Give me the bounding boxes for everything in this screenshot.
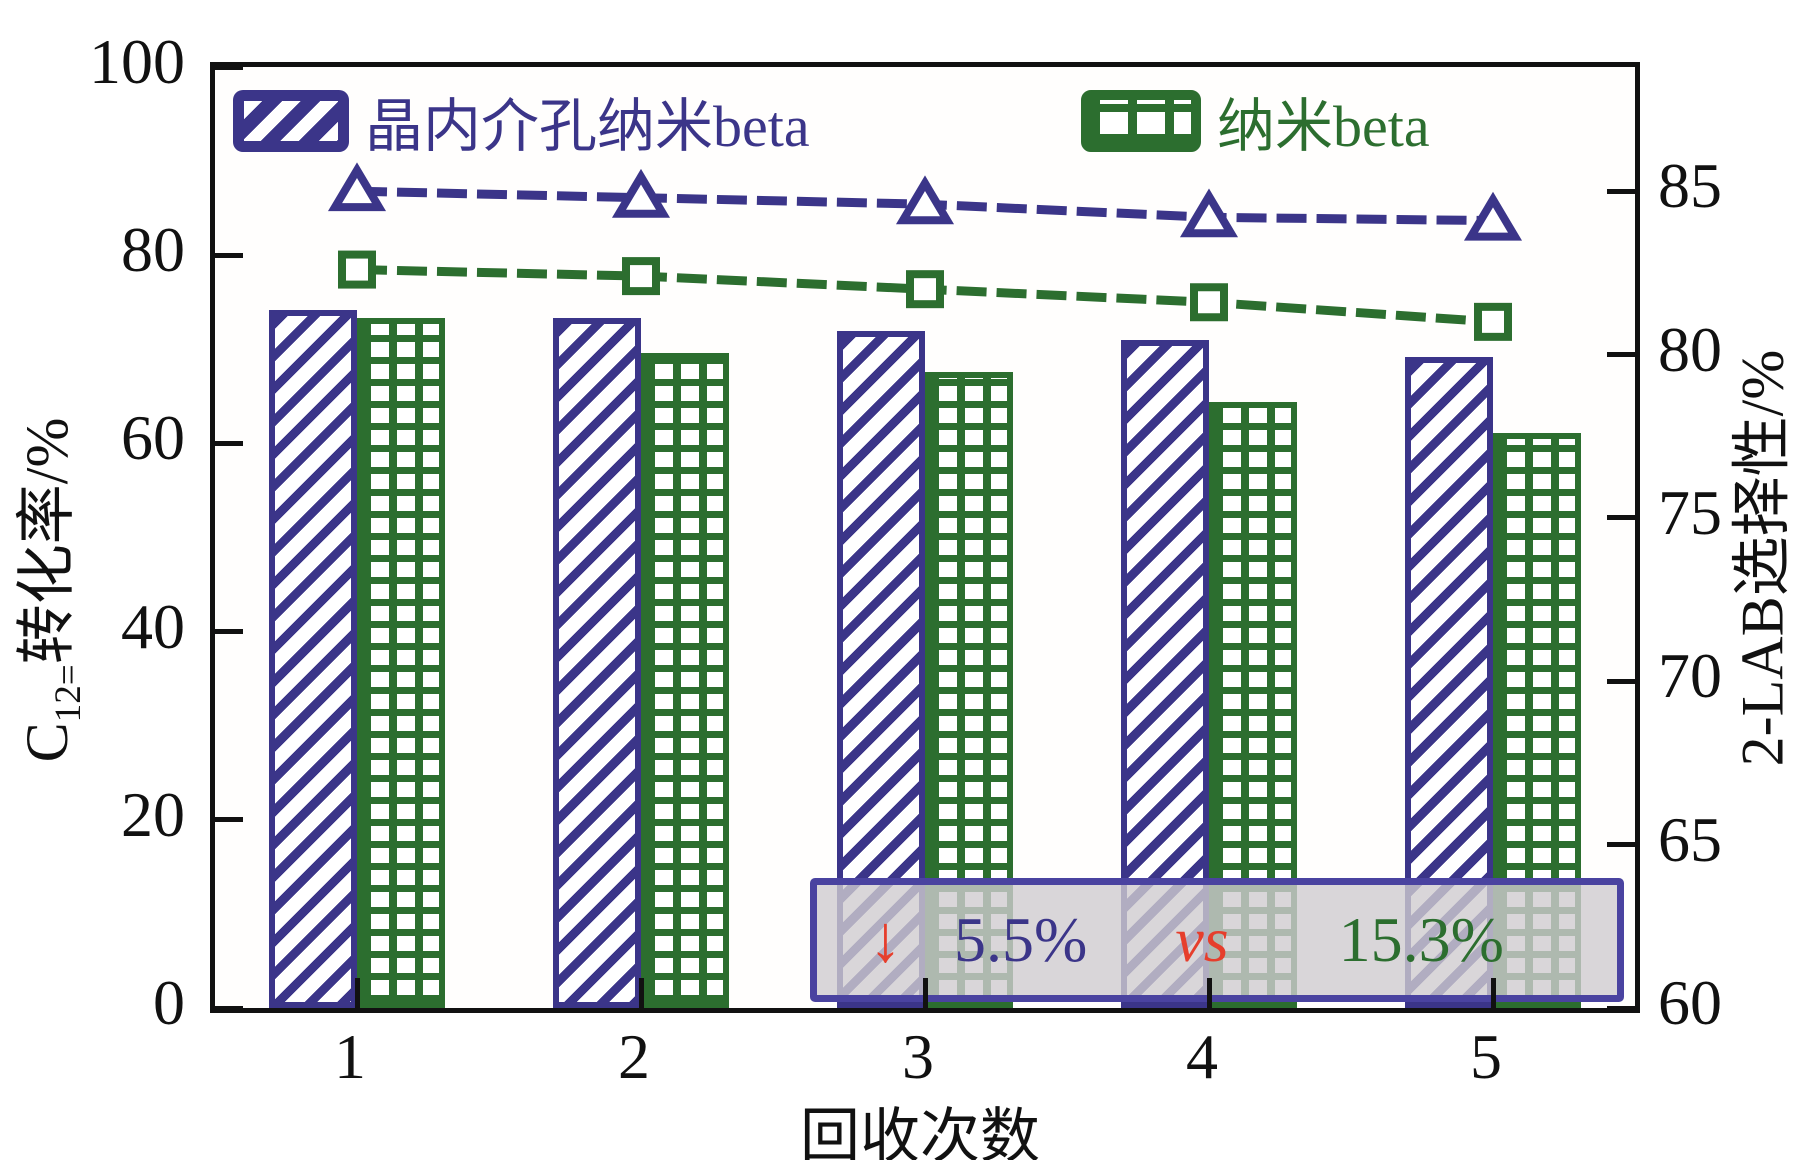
legend-item-nano-beta: 纳米beta — [1081, 79, 1430, 163]
left-tick-label-100: 100 — [89, 26, 185, 97]
left-tick-label-0: 0 — [153, 967, 185, 1038]
x-tick-label-4: 4 — [1186, 1021, 1218, 1092]
right-tick-label-85: 85 — [1658, 150, 1722, 222]
legend-item-mesoporous-beta: 晶内介孔纳米beta — [233, 79, 810, 163]
down-arrow-icon: ↓ — [869, 903, 902, 976]
triangle-marker — [1463, 191, 1523, 241]
square-marker — [622, 257, 660, 296]
triangle-marker — [327, 162, 387, 212]
x-tick-label-5: 5 — [1470, 1021, 1502, 1092]
bar-mesoporous-x1 — [269, 310, 357, 1008]
left-tick-label-60: 60 — [121, 402, 185, 474]
legend-label-mesoporous-beta: 晶内介孔纳米beta — [365, 94, 810, 159]
square-marker — [1190, 283, 1228, 322]
square-marker — [906, 270, 944, 309]
triangle-marker — [895, 175, 955, 225]
right-tick-label-80: 80 — [1658, 313, 1722, 385]
annotation-vs: vs — [1175, 904, 1229, 975]
bar-nano-x2 — [641, 353, 729, 1008]
annotation-value-green: 15.3% — [1338, 904, 1504, 975]
x-axis-title: 回收次数 — [800, 1104, 1040, 1160]
left-tick-label-80: 80 — [121, 214, 185, 286]
x-tick-label-1: 1 — [334, 1021, 366, 1092]
diagonal-hatch-swatch-icon — [233, 90, 349, 152]
triangle-marker — [611, 168, 671, 218]
x-tick-label-2: 2 — [618, 1021, 650, 1092]
x-tick-label-3: 3 — [902, 1021, 934, 1092]
right-tick-label-60: 60 — [1658, 967, 1722, 1038]
plot-area: ↓ 5.5% vs 15.3% 晶内介孔纳米beta 纳米beta — [210, 62, 1640, 1013]
square-marker — [338, 250, 376, 289]
left-axis-title: C12=转化率/% — [14, 417, 89, 763]
grid-hatch-swatch-icon — [1081, 90, 1201, 152]
triangle-marker — [1179, 188, 1239, 238]
right-tick-label-70: 70 — [1658, 640, 1722, 712]
bar-nano-x1 — [357, 318, 445, 1008]
left-tick-label-20: 20 — [121, 778, 185, 850]
legend-label-nano-beta: 纳米beta — [1217, 94, 1430, 159]
right-tick-label-75: 75 — [1658, 476, 1722, 548]
annotation-value-blue: 5.5% — [954, 904, 1088, 975]
left-tick-label-40: 40 — [121, 590, 185, 662]
square-marker — [1474, 302, 1512, 341]
bar-mesoporous-x2 — [553, 318, 641, 1008]
right-axis-title: 2-LAB选择性/% — [1729, 349, 1796, 767]
lines-layer — [327, 162, 1523, 341]
annotation-box: ↓ 5.5% vs 15.3% — [810, 878, 1624, 1002]
right-tick-label-65: 65 — [1658, 803, 1722, 875]
